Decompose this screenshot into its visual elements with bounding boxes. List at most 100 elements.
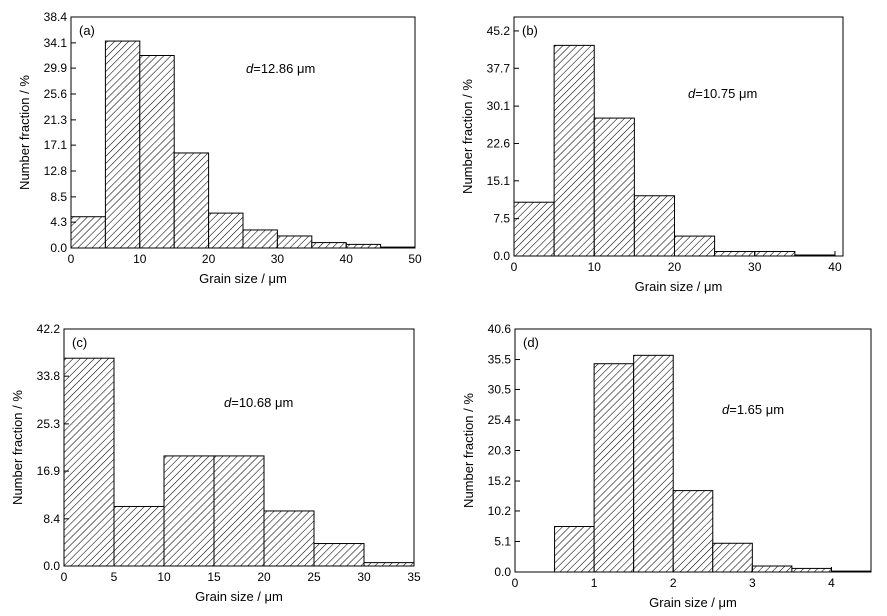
plot-frame-b [513, 16, 844, 257]
y-tick-label-b: 22.6 [487, 136, 511, 150]
x-tick-label-c: 15 [207, 570, 221, 584]
x-tick-label-a: 10 [133, 252, 147, 266]
histogram-bar-b-6 [754, 251, 796, 257]
y-tick-label-b: 30.1 [487, 99, 511, 113]
histogram-bar-a-2 [139, 55, 175, 249]
mean-grain-size-annotation-b: d=10.75 μm [688, 86, 757, 101]
histogram-bar-b-2 [593, 117, 635, 257]
x-axis-label-d: Grain size / μm [649, 595, 737, 610]
x-tick-label-a: 0 [68, 252, 75, 266]
x-tick-label-a: 50 [408, 252, 422, 266]
y-tick-label-c: 8.4 [43, 512, 60, 526]
y-tick-label-d: 40.6 [488, 322, 512, 336]
histogram-bar-b-4 [673, 235, 716, 257]
y-tick-label-b: 0.0 [493, 249, 510, 263]
panel-label-d: (d) [523, 335, 539, 350]
x-tick-label-d: 2 [670, 576, 677, 590]
y-tick-label-d: 5.1 [494, 534, 511, 548]
mean-grain-size-annotation-d: d=1.65 μm [722, 402, 784, 417]
x-axis-label-a: Grain size / μm [199, 271, 287, 286]
x-tick-label-b: 20 [668, 260, 682, 274]
y-tick-label-a: 38.4 [44, 10, 68, 24]
y-tick-label-b: 37.7 [487, 61, 511, 75]
histogram-bar-d-4 [712, 542, 753, 573]
histogram-panel-b: 0 10 20 30 40 0.0 7.5 15.1 22.6 30.1 37.7 45.2 Grain… [460, 16, 844, 294]
histogram-bar-d-6 [791, 567, 832, 573]
histogram-bar-c-4 [263, 510, 315, 567]
histogram-bar-a-1 [104, 40, 141, 249]
y-tick-label-a: 17.1 [44, 138, 68, 152]
y-tick-label-c: 33.8 [37, 369, 61, 383]
y-tick-label-a: 0.0 [50, 241, 67, 255]
plot-frame-a [70, 16, 416, 249]
y-tick-label-a: 34.1 [44, 36, 68, 50]
histogram-bar-d-1 [593, 363, 635, 573]
histogram-bar-b-5 [714, 251, 756, 257]
y-tick-label-a: 25.6 [44, 87, 68, 101]
x-tick-label-d: 3 [749, 576, 756, 590]
plot-frame-c [63, 328, 415, 567]
histogram-panel-a: 0 10 20 30 40 50 0.0 4.3 8.5 12.8 17.1 21.3 25.6 29.9… [17, 10, 422, 286]
y-tick-label-c: 25.3 [37, 417, 61, 431]
histogram-bar-c-2 [163, 455, 215, 567]
y-axis-label-c: Number fraction / % [10, 390, 25, 505]
histogram-bar-a-7 [311, 242, 347, 249]
x-tick-label-b: 0 [511, 260, 518, 274]
mean-grain-size-annotation-a: d=12.86 μm [246, 61, 315, 76]
histogram-bar-c-3 [213, 455, 265, 567]
histogram-bar-d-2 [633, 354, 674, 573]
histogram-bar-d-3 [672, 490, 714, 573]
x-tick-label-a: 20 [202, 252, 216, 266]
x-tick-label-c: 0 [61, 570, 68, 584]
x-tick-label-d: 1 [591, 576, 598, 590]
x-tick-label-a: 30 [271, 252, 285, 266]
y-tick-label-d: 15.2 [488, 474, 512, 488]
histogram-bar-c-5 [313, 543, 365, 567]
x-tick-label-b: 40 [828, 260, 842, 274]
y-axis-label-d: Number fraction / % [461, 393, 476, 508]
histogram-bar-b-1 [553, 44, 595, 257]
y-tick-label-a: 8.5 [50, 190, 67, 204]
y-tick-label-c: 16.9 [37, 464, 61, 478]
histogram-bar-c-6 [363, 562, 415, 567]
y-axis-label-b: Number fraction / % [460, 79, 475, 194]
histogram-bar-c-0 [63, 357, 115, 567]
x-tick-label-c: 25 [307, 570, 321, 584]
y-tick-label-c: 0.0 [43, 559, 60, 573]
y-tick-label-d: 0.0 [494, 565, 511, 579]
y-tick-label-c: 42.2 [37, 322, 61, 336]
histogram-bar-d-0 [554, 526, 595, 573]
y-tick-label-d: 25.4 [488, 413, 512, 427]
x-tick-label-c: 20 [257, 570, 271, 584]
panel-label-c: (c) [72, 335, 87, 350]
y-tick-label-a: 12.8 [44, 164, 68, 178]
y-tick-label-d: 20.3 [488, 444, 512, 458]
y-tick-label-b: 15.1 [487, 174, 511, 188]
x-tick-label-d: 0 [512, 576, 519, 590]
histogram-panel-c: 0 5 10 15 20 25 30 35 0.0 8.4 16.9 25.3 33.8 42.2 Grai… [10, 322, 421, 604]
mean-grain-size-annotation-c: d=10.68 μm [224, 395, 293, 410]
x-tick-label-b: 30 [748, 260, 762, 274]
y-tick-label-d: 30.5 [488, 382, 512, 396]
y-tick-label-a: 4.3 [50, 215, 67, 229]
histogram-bar-d-5 [751, 565, 793, 573]
y-tick-label-d: 10.2 [488, 504, 512, 518]
x-axis-label-b: Grain size / μm [635, 279, 723, 294]
histogram-bar-a-4 [208, 212, 244, 249]
panel-label-b: (b) [522, 23, 538, 38]
histogram-bar-b-3 [633, 195, 675, 257]
x-tick-label-c: 10 [157, 570, 171, 584]
x-tick-label-a: 40 [340, 252, 354, 266]
histogram-bar-c-1 [113, 505, 165, 567]
histogram-bar-b-0 [513, 201, 555, 257]
x-tick-label-c: 35 [407, 570, 421, 584]
x-tick-label-c: 5 [111, 570, 118, 584]
y-axis-label-a: Number fraction / % [17, 75, 32, 190]
histogram-panel-d: 0 1 2 3 4 0.0 5.1 10.2 15.2 20.3 25.4 30.5 35.5 40.6 G… [461, 322, 872, 610]
histogram-bar-a-8 [345, 243, 382, 249]
y-tick-label-b: 45.2 [487, 24, 511, 38]
x-tick-label-c: 30 [357, 570, 371, 584]
x-tick-label-d: 4 [828, 576, 835, 590]
x-axis-label-c: Grain size / μm [195, 589, 283, 604]
